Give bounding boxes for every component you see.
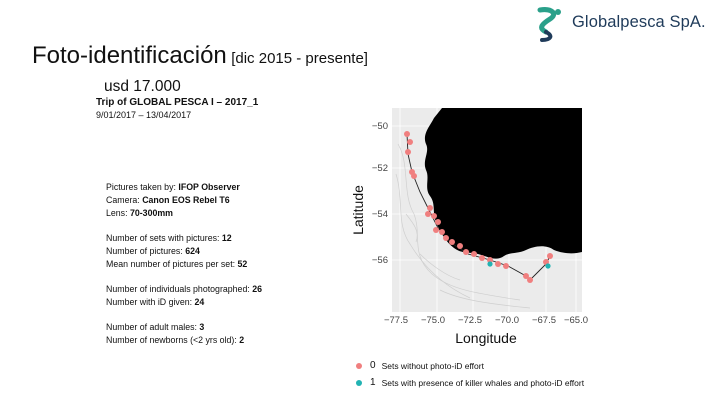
stat-npics: Number of pictures: 624 xyxy=(106,246,200,256)
stat-sets: Number of sets with pictures: 12 xyxy=(106,233,232,243)
x-tick: −72.5 xyxy=(458,315,482,326)
map-set0-points xyxy=(404,131,553,283)
legend-dot-set1 xyxy=(356,379,362,386)
trip-map: −50 −52 −54 −56 −77.5 −75.0 −72.5 −70.0 … xyxy=(350,108,588,346)
x-tick: −75.0 xyxy=(421,315,445,326)
stat-newborns: Number of newborns (<2 yrs old): 2 xyxy=(106,335,245,345)
slide-price: usd 17.000 xyxy=(104,78,181,95)
stat-camera: Camera: Canon EOS Rebel T6 xyxy=(106,195,230,205)
y-tick: −56 xyxy=(372,255,388,266)
x-tick: −67.5 xyxy=(532,315,556,326)
stat-id-given: Number with iD given: 24 xyxy=(106,297,205,307)
slide-title: Foto-identificación [dic 2015 - presente… xyxy=(32,42,368,70)
logo-text: Globalpesca SpA. xyxy=(572,13,706,31)
globalpesca-logo-icon xyxy=(537,7,561,42)
trip-title: Trip of GLOBAL PESCA I – 2017_1 xyxy=(96,97,259,108)
legend-label: Sets without photo-iD effort xyxy=(381,360,484,371)
y-tick: −54 xyxy=(372,209,388,220)
y-tick: −50 xyxy=(372,121,388,132)
legend-item-1: 1 Sets with presence of killer whales an… xyxy=(356,377,584,388)
legend-num: 0 xyxy=(370,360,376,371)
x-axis-label: Longitude xyxy=(455,330,517,346)
legend-dot-set0 xyxy=(356,362,362,369)
y-axis-label: Latitude xyxy=(350,185,366,235)
x-tick: −65.0 xyxy=(564,315,588,326)
stat-individuals: Number of individuals photographed: 26 xyxy=(106,284,263,294)
legend-item-0: 0 Sets without photo-iD effort xyxy=(356,360,484,371)
map-land xyxy=(424,108,582,259)
trip-dates: 9/01/2017 – 13/04/2017 xyxy=(96,110,192,120)
map-set1-points xyxy=(487,261,551,269)
legend-label: Sets with presence of killer whales and … xyxy=(381,377,585,388)
stat-lens: Lens: 70-300mm xyxy=(106,208,174,218)
stat-adult-males: Number of adult males: 3 xyxy=(106,322,205,332)
stat-pictures: Pictures taken by: IFOP Observer xyxy=(106,182,240,192)
x-tick: −70.0 xyxy=(495,315,519,326)
x-tick: −77.5 xyxy=(384,315,408,326)
slide-title-main: Foto-identificación xyxy=(32,42,227,69)
legend-num: 1 xyxy=(370,377,376,388)
globalpesca-logo: Globalpesca SpA. xyxy=(532,4,712,44)
y-tick: −52 xyxy=(372,163,388,174)
slide-title-range: [dic 2015 - presente] xyxy=(231,50,368,67)
map-islands xyxy=(395,143,531,309)
stat-mean: Mean number of pictures per set: 52 xyxy=(106,259,248,269)
